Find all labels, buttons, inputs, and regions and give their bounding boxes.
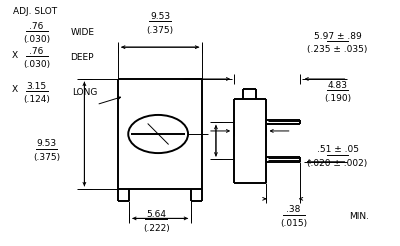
Text: .76: .76 (29, 22, 44, 31)
Text: .76: .76 (29, 47, 44, 56)
Text: 3.15: 3.15 (26, 82, 47, 91)
Text: (.020 ± .002): (.020 ± .002) (307, 159, 368, 168)
Text: WIDE: WIDE (70, 29, 94, 37)
Text: ADJ. SLOT: ADJ. SLOT (13, 7, 57, 16)
Text: MIN.: MIN. (350, 212, 370, 221)
Text: X: X (12, 85, 18, 94)
Text: LONG: LONG (72, 88, 98, 97)
Text: 5.64: 5.64 (146, 210, 166, 219)
Text: (.235 ± .035): (.235 ± .035) (307, 45, 368, 54)
Text: (.222): (.222) (143, 224, 170, 233)
Text: X: X (12, 51, 18, 60)
Text: .38: .38 (286, 205, 301, 214)
Text: (.190): (.190) (324, 94, 351, 103)
Text: 9.53: 9.53 (150, 12, 170, 21)
Text: DEEP: DEEP (70, 53, 94, 62)
Text: (.015): (.015) (280, 219, 307, 228)
Text: 9.53: 9.53 (36, 139, 56, 148)
Text: (.030): (.030) (23, 35, 50, 44)
Text: (.375): (.375) (33, 153, 60, 162)
Text: (.030): (.030) (23, 60, 50, 69)
Text: (.375): (.375) (146, 26, 174, 34)
Text: 4.83: 4.83 (328, 81, 348, 90)
Text: 5.97 ± .89: 5.97 ± .89 (314, 32, 361, 41)
Text: .51 ± .05: .51 ± .05 (316, 145, 358, 154)
Text: (.124): (.124) (23, 95, 50, 104)
